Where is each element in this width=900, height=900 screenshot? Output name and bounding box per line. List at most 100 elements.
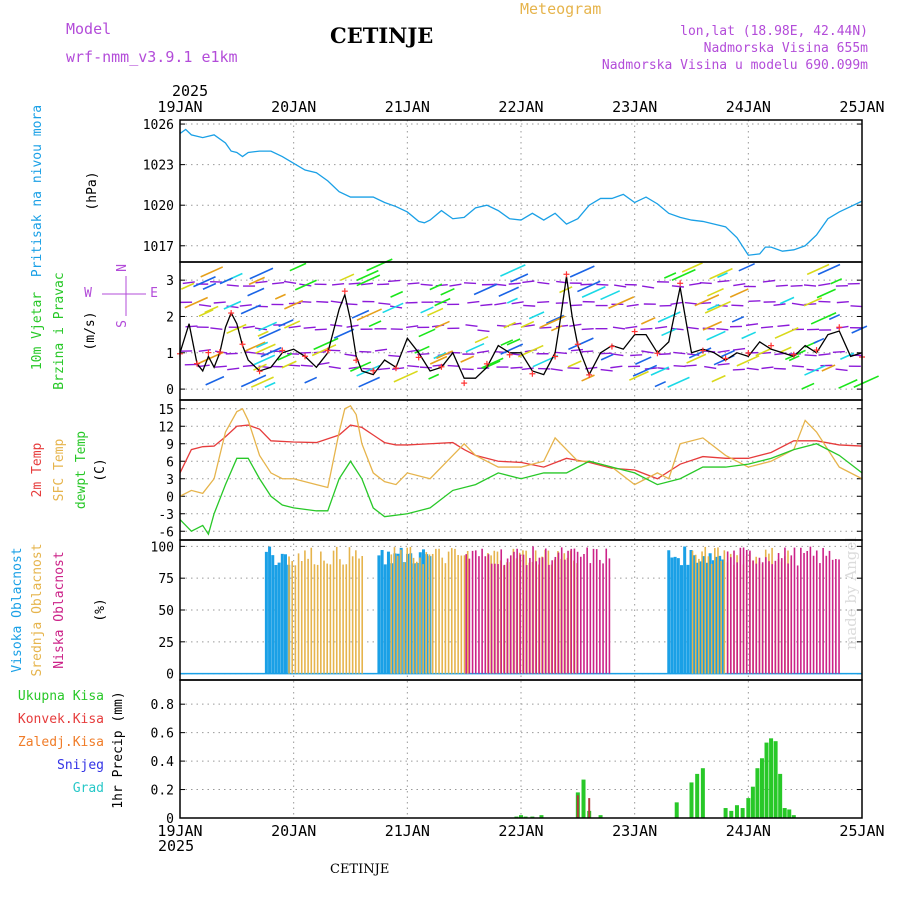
wind-arrow [681,262,703,273]
wind-barb [717,363,730,366]
wind-barb [242,325,255,329]
wind-arrow [333,328,355,339]
y-tick-label: 1 [166,347,174,362]
cloud-side-label-low: Niska Oblacnost [52,551,67,668]
wind-arrow [581,286,606,298]
wind-barb [387,279,401,283]
precip-bar [539,815,544,818]
x-tick-label-top: 22JAN [498,98,543,116]
lonlat-info: lon,lat (18.98E, 42.44N) [680,24,868,39]
wind-side-label-1: 10m Vjetar [30,292,45,370]
wind-arrow [503,321,516,329]
y-tick-label: 3 [166,274,174,289]
model-name: wrf-nmm_v3.9.1 e1km [66,48,238,66]
wind-arrow [650,366,670,376]
wind-arrow [721,349,735,358]
wind-arrow [184,296,209,309]
wind-arrow [657,311,681,323]
wind-barb [642,285,655,289]
wind-barb [377,283,390,286]
year-label-bottom: 2025 [158,837,195,855]
x-tick-label-top: 19JAN [157,98,202,116]
pressure-axis-label: (hPa) [85,171,100,210]
wind-barb [818,282,831,287]
model-label: Model [66,20,112,38]
wind-barb [832,350,845,354]
wind-arrow [506,338,521,346]
wind-barb [717,349,730,353]
wind-barb [213,301,226,304]
wind-barb [732,347,746,351]
wind-arrow [736,355,760,367]
wind-barb [803,284,817,287]
precip-bar [778,773,783,818]
wind-barb [791,302,805,306]
wind-arrow [436,350,454,360]
temperature-line-1 [179,424,863,480]
wind-barb [508,282,521,285]
precip-bar [755,768,760,818]
wind-barb [467,300,480,304]
wind-arrow [414,345,430,354]
wind-arrow [258,328,281,340]
wind-arrow [779,346,792,353]
precip-bar [723,808,728,818]
wind-barb [359,350,372,353]
wind-arrow [704,300,731,314]
precip-side-label-3: Zaledj.Kisa [18,735,104,750]
wind-arrow [382,302,404,314]
wind-barb [760,326,774,329]
wind-barb [704,365,717,370]
y-tick-label: 1017 [143,240,174,255]
precip-bar [588,798,591,818]
x-tick-label-bottom: 20JAN [271,822,316,840]
wind-barb [610,365,623,369]
wind-arrow [838,379,858,389]
wind-barb [214,365,227,368]
wind-arrow [473,283,498,296]
wind-arrow [506,297,518,304]
wind-barb [378,302,391,306]
wind-arrow [532,354,559,368]
wind-barb [684,301,697,305]
wind-arrow [278,319,294,328]
precip-side-label-4: Snijeg [57,758,104,773]
wind-barb [330,324,343,327]
x-tick-label-bottom: 22JAN [498,822,543,840]
panel-frame-temperature [179,399,863,541]
wind-arrow [434,297,451,307]
footer-city: CETINJE [330,862,390,877]
precip-bar [674,802,679,818]
wind-barb [377,367,391,371]
wind-arrow [433,352,447,360]
x-tick-label-top: 23JAN [612,98,657,116]
wind-barb [388,354,401,358]
precip-bar [581,779,586,818]
y-tick-label: 9 [166,438,174,453]
wind-barb [288,325,301,329]
wind-arrow [608,296,635,309]
wind-arrow [248,276,265,286]
wind-barb [671,327,684,331]
wind-barb [790,284,803,287]
wind-barb [716,328,729,331]
y-tick-label: 1020 [143,199,174,214]
wind-arrow [429,283,443,291]
wind-barb [314,328,327,331]
wind-barb [226,284,239,287]
wind-arrow [429,355,448,365]
wind-barb [198,303,212,308]
wind-barb [303,326,316,329]
precip-bar [740,808,745,818]
wind-barb [732,368,745,371]
wind-arrow [851,325,868,334]
wind-barb [717,279,730,283]
wind-arrow [688,347,712,359]
wind-side-label-2: Brzina i Pravac [52,272,67,389]
x-tick-label-top: 24JAN [726,98,771,116]
wind-barb [360,282,374,286]
wind-barb [447,364,460,367]
wind-arrow [356,308,382,321]
meteogram-title: Meteogram [520,0,602,18]
wind-arrow [356,274,381,287]
